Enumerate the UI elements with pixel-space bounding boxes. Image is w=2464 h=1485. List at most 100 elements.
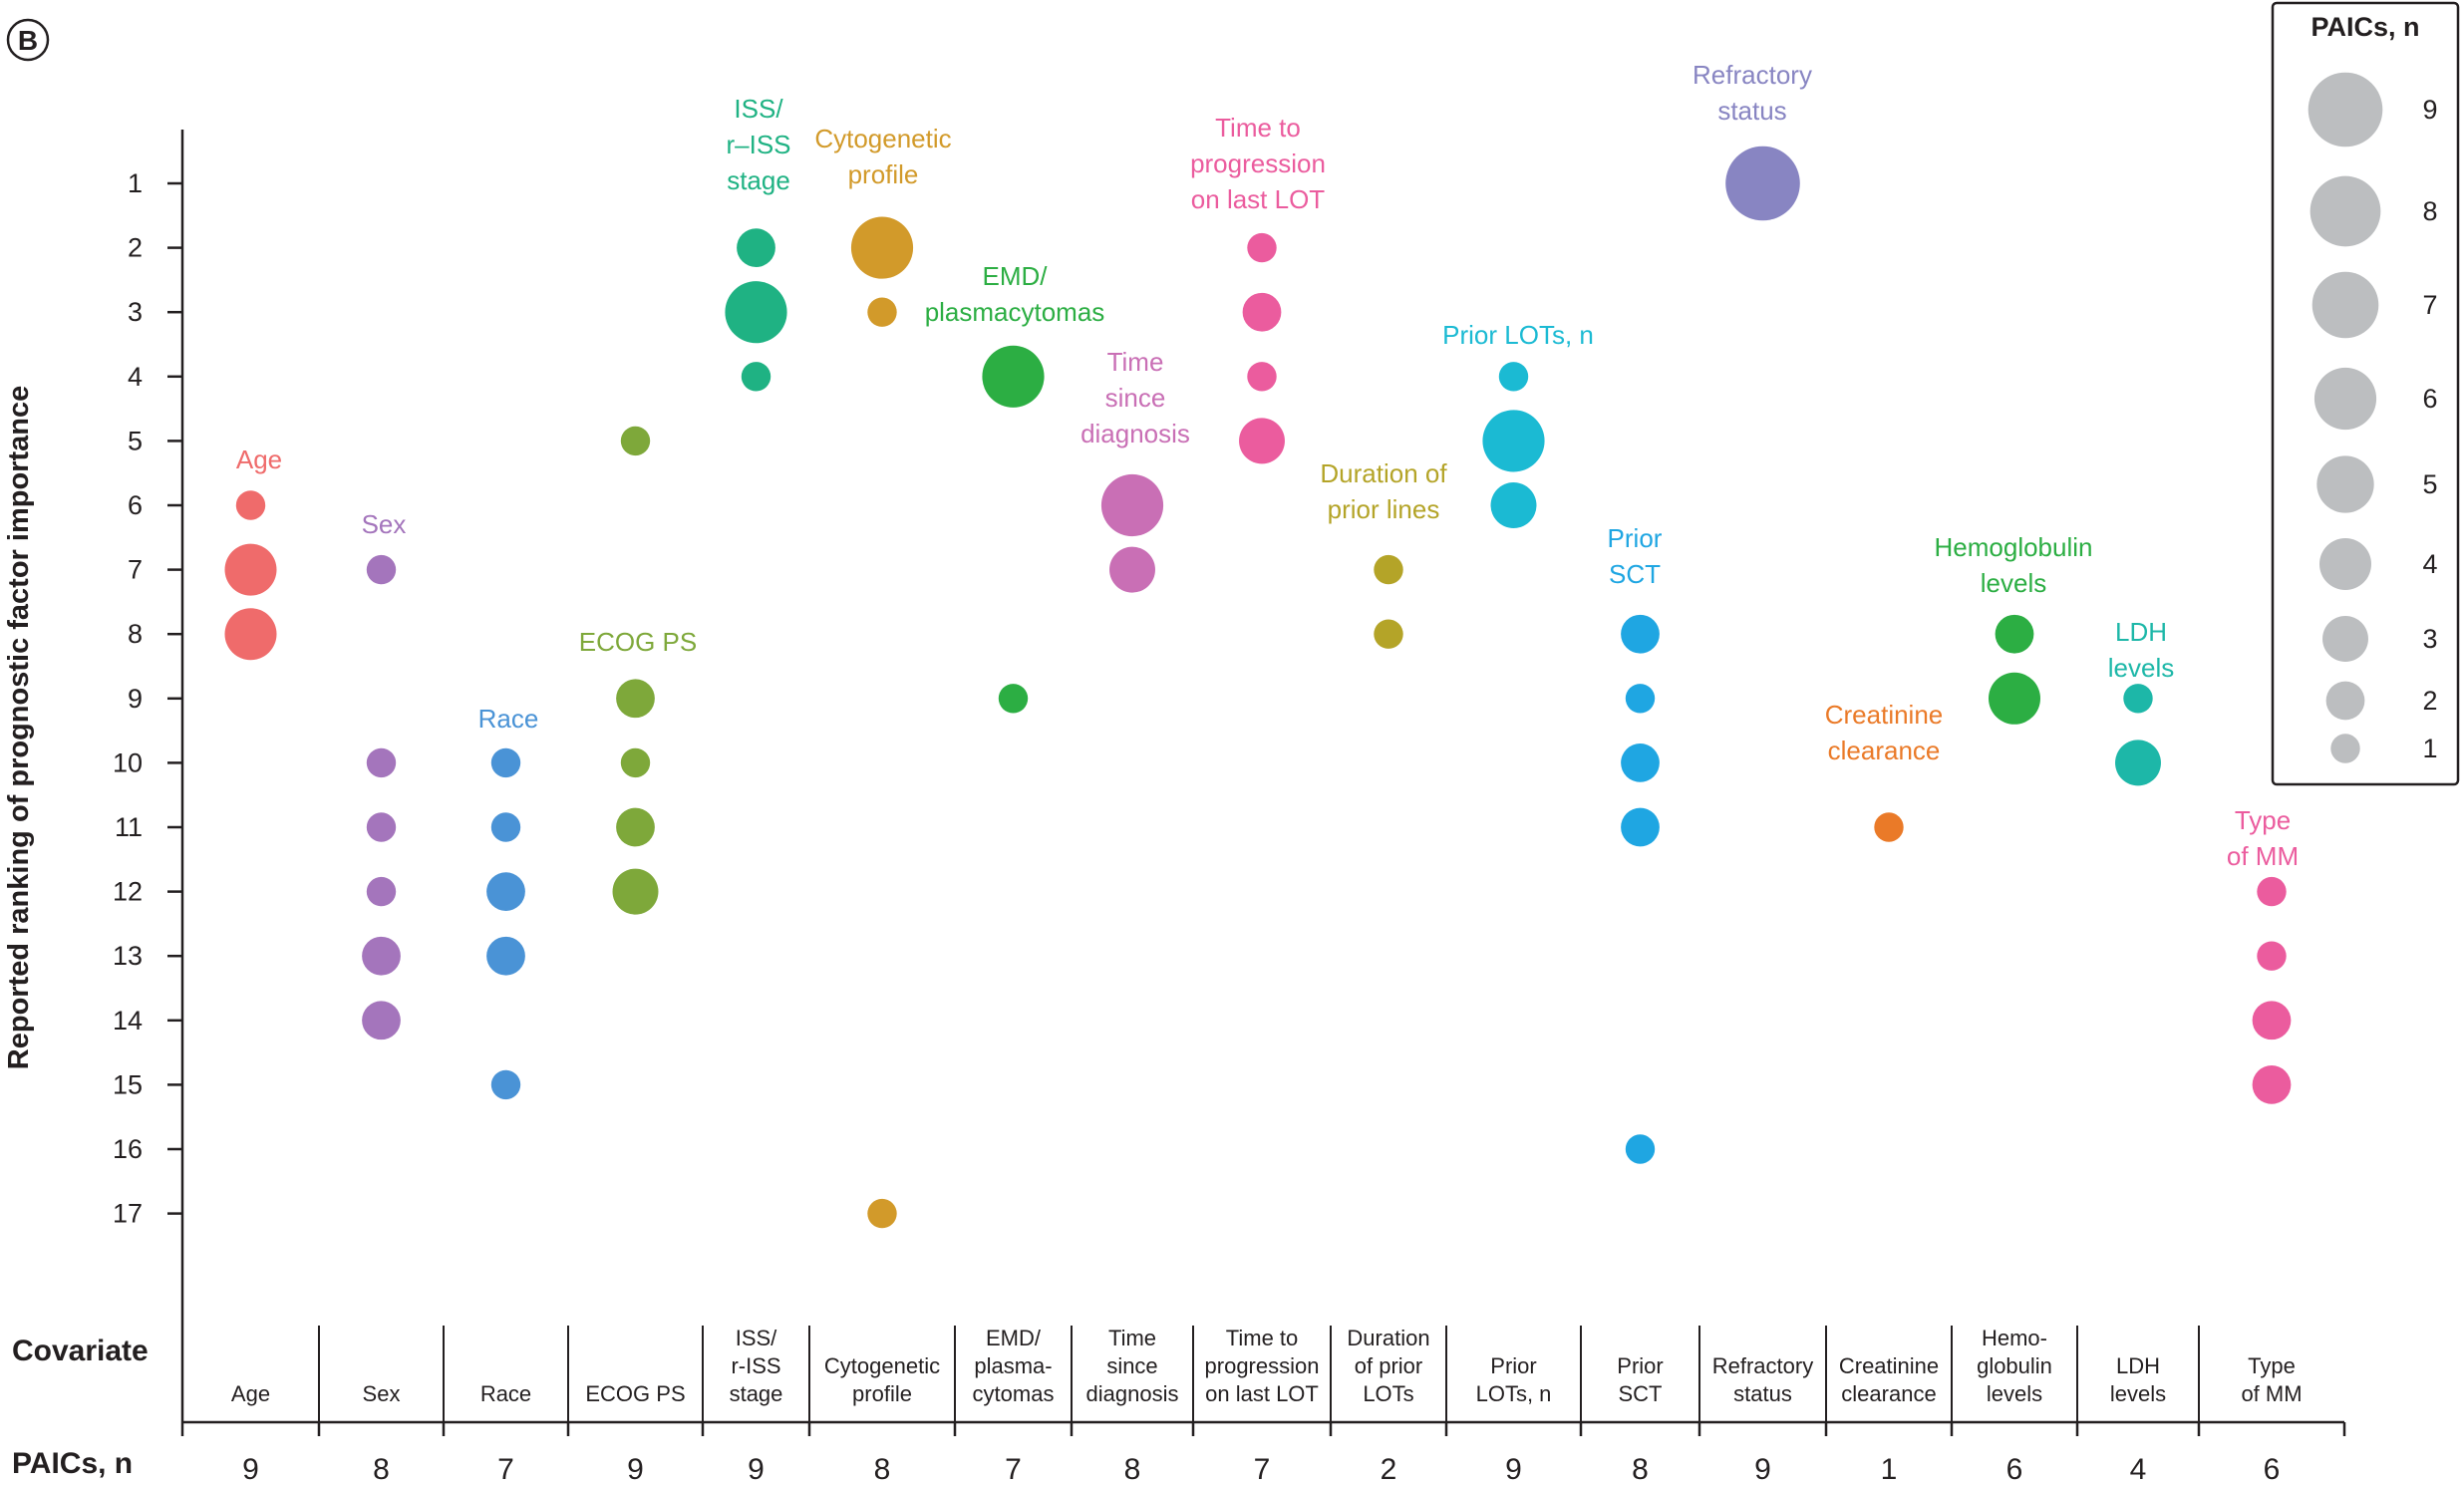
legend-bubble-5	[2316, 455, 2374, 513]
plot-label-ecog-ps: ECOG PS	[579, 627, 697, 657]
plot-label-race: Race	[478, 704, 539, 734]
plot-label-time-to-progression-on-last-lot: Time to progression on last LOT	[1190, 113, 1326, 214]
plot-label-duration-of-prior-lots: Duration of prior lines	[1320, 458, 1447, 524]
bubble-time-since-diagnosis-rank-7	[1109, 546, 1155, 593]
y-tick-label-9: 9	[128, 684, 143, 714]
covariate-label-ldh-levels: LDH levels	[2110, 1353, 2166, 1406]
legend-label-6: 6	[2422, 384, 2437, 414]
paics-count-sex: 8	[373, 1453, 390, 1485]
bubbles	[224, 146, 2292, 1229]
bubble-race-rank-15	[490, 1069, 521, 1100]
paics-count-type-of-mm: 6	[2264, 1453, 2281, 1485]
bubble-prior-lots-n-rank-5	[1482, 410, 1545, 472]
paics-count-refractory-status: 9	[1754, 1453, 1771, 1485]
covariate-label-prior-sct: Prior SCT	[1617, 1353, 1663, 1406]
covariate-label-creatinine-clearance: Creatinine clearance	[1839, 1353, 1939, 1406]
paics-count-prior-sct: 8	[1632, 1453, 1649, 1485]
bubble-sex-rank-12	[366, 876, 397, 907]
paics-count-time-since-diagnosis: 8	[1124, 1453, 1141, 1485]
bubble-duration-of-prior-lots-rank-8	[1374, 619, 1403, 649]
paics-count-emd-plasmacytomas: 7	[1005, 1453, 1022, 1485]
y-tick-label-4: 4	[128, 362, 143, 392]
bubble-sex-rank-10	[366, 747, 397, 778]
legend-title: PAICs, n	[2310, 12, 2419, 42]
paics-count-iss-r-iss-stage: 9	[748, 1453, 765, 1485]
y-axis-title: Reported ranking of prognostic factor im…	[3, 386, 35, 1069]
covariate-label-sex: Sex	[363, 1381, 401, 1406]
paics-count-race: 7	[497, 1453, 514, 1485]
bubble-ecog-ps-rank-12	[612, 868, 659, 915]
legend: PAICs, n 9 8 7 6 5 4 3 2 1	[2271, 1, 2460, 786]
bubble-emd-plasmacytomas-rank-9	[998, 684, 1029, 714]
legend-label-1: 1	[2422, 734, 2437, 763]
bubble-type-of-mm-rank-15	[2252, 1065, 2292, 1104]
bubble-type-of-mm-rank-14	[2252, 1001, 2292, 1040]
bubble-ecog-ps-rank-5	[620, 426, 651, 456]
plot-label-time-since-diagnosis: Time since diagnosis	[1080, 347, 1190, 448]
legend-bubble-3	[2322, 616, 2368, 662]
covariate-label-time-since-diagnosis: Time since diagnosis	[1086, 1326, 1179, 1406]
y-tick-label-3: 3	[128, 297, 143, 327]
covariate-labels: Age Sex Race ECOG PS ISS/r-ISS stage Cytogenet…	[231, 1326, 2303, 1406]
bubble-prior-sct-rank-16	[1625, 1134, 1656, 1164]
y-tick-label-5: 5	[128, 426, 143, 455]
bubble-ecog-ps-rank-9	[616, 679, 655, 719]
bubble-sex-rank-11	[366, 812, 397, 842]
legend-bubble-6	[2313, 367, 2377, 431]
legend-label-9: 9	[2422, 95, 2437, 125]
bubble-cytogenetic-profile-rank-17	[867, 1198, 897, 1229]
covariate-row-label: Covariate	[12, 1335, 149, 1367]
plot-label-iss-r-iss-stage: ISS/r–ISS stage	[726, 94, 790, 195]
covariate-label-iss-r-iss-stage: ISS/r-ISS stage	[730, 1326, 783, 1406]
covariate-label-type-of-mm: Type of MM	[2241, 1353, 2302, 1406]
column-separators	[180, 1326, 2346, 1436]
covariate-label-hemoglobulin-levels: Hemo-globulin levels	[1977, 1326, 2052, 1406]
bubble-age-rank-7	[224, 543, 277, 596]
bubble-refractory-status-rank-1	[1725, 146, 1800, 221]
paics-count-ldh-levels: 4	[2130, 1453, 2147, 1485]
plot-label-age: Age	[236, 445, 282, 474]
y-tick-label-12: 12	[113, 877, 143, 907]
paics-count-hemoglobulin-levels: 6	[2006, 1453, 2023, 1485]
paics-count-ecog-ps: 9	[627, 1453, 644, 1485]
plot-label-sex: Sex	[362, 509, 407, 539]
y-tick-label-13: 13	[113, 941, 143, 971]
legend-bubble-8	[2310, 175, 2381, 247]
covariate-label-prior-lots-n: Prior LOTs, n	[1476, 1353, 1552, 1406]
legend-bubble-1	[2330, 734, 2360, 763]
bubble-duration-of-prior-lots-rank-7	[1374, 554, 1403, 585]
legend-label-2: 2	[2422, 686, 2437, 716]
covariate-label-duration-of-prior-lots: Duration of prior LOTs	[1347, 1326, 1429, 1406]
y-tick-label-7: 7	[128, 555, 143, 585]
bubble-race-rank-10	[490, 747, 521, 778]
plot-label-hemoglobulin-levels: Hemoglobulin levels	[1935, 532, 2093, 598]
y-tick-label-16: 16	[113, 1134, 143, 1164]
paics-counts: 9 8 7 9 9 8 7 8 7 2 9 8 9 1 6 4 6	[242, 1453, 2280, 1485]
bubble-time-to-progression-on-last-lot-rank-4	[1247, 362, 1277, 392]
bubble-prior-sct-rank-8	[1621, 614, 1660, 654]
y-tick-label-6: 6	[128, 490, 143, 520]
panel-label: B	[6, 18, 50, 62]
panel-label-circle	[6, 18, 50, 62]
paics-count-prior-lots-n: 9	[1505, 1453, 1522, 1485]
plot-label-type-of-mm: Type of MM	[2227, 805, 2299, 871]
bubble-time-since-diagnosis-rank-6	[1100, 473, 1164, 537]
bubble-iss-r-iss-stage-rank-2	[737, 228, 775, 267]
bubble-time-to-progression-on-last-lot-rank-2	[1247, 232, 1277, 263]
legend-bubble-9	[2308, 72, 2383, 148]
bubble-prior-lots-n-rank-4	[1498, 362, 1529, 392]
plot-label-creatinine-clearance: Creatinine clearance	[1825, 700, 1944, 765]
y-tick-label-8: 8	[128, 619, 143, 649]
covariate-label-emd-plasmacytomas: EMD/plasma-cytomas	[973, 1326, 1055, 1406]
plot-labels: Age Sex Race ECOG PS ISS/r–ISS stage Cytogenet…	[236, 60, 2299, 871]
legend-bubble-4	[2319, 538, 2371, 590]
y-tick-label-2: 2	[128, 233, 143, 263]
y-tick-label-14: 14	[113, 1006, 143, 1036]
bubble-race-rank-13	[486, 936, 525, 976]
paics-count-age: 9	[242, 1453, 259, 1485]
y-tick-label-10: 10	[113, 747, 143, 777]
bubble-ecog-ps-rank-10	[620, 747, 651, 778]
bubble-prior-sct-rank-11	[1621, 807, 1660, 847]
paics-row-label: PAICs, n	[12, 1447, 133, 1480]
